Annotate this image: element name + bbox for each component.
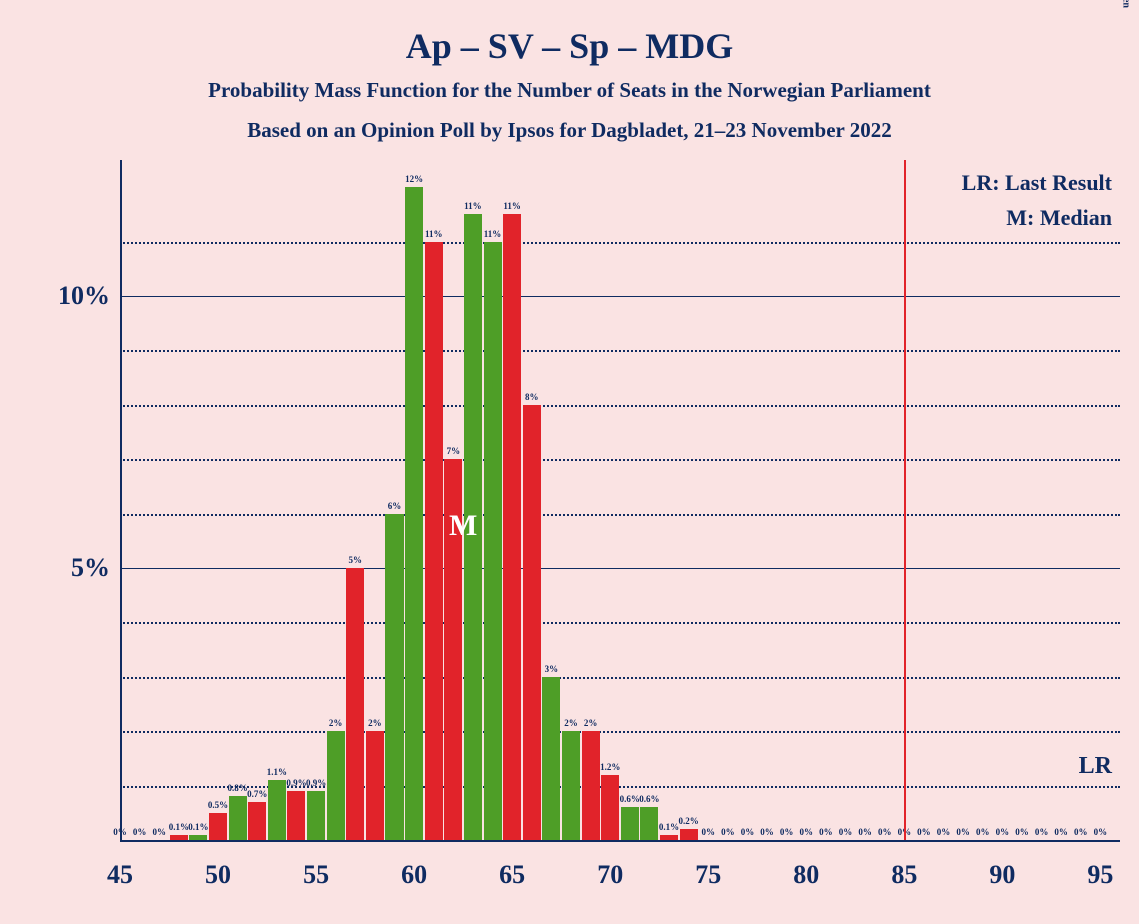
gridline bbox=[120, 350, 1120, 352]
bar bbox=[542, 677, 560, 840]
bar-label: 11% bbox=[419, 229, 449, 239]
bar-label: 3% bbox=[536, 664, 566, 674]
x-axis-label: 95 bbox=[1070, 860, 1130, 890]
x-axis bbox=[120, 840, 1120, 842]
x-axis-label: 45 bbox=[90, 860, 150, 890]
median-marker: M bbox=[443, 509, 483, 543]
gridline bbox=[120, 677, 1120, 679]
x-axis-label: 65 bbox=[482, 860, 542, 890]
plot-area: 5%10%45505560657075808590950%0%0%0.1%0.1… bbox=[120, 160, 1120, 840]
bar-label: 11% bbox=[497, 201, 527, 211]
gridline bbox=[120, 459, 1120, 461]
x-axis-label: 70 bbox=[580, 860, 640, 890]
gridline bbox=[120, 731, 1120, 733]
gridline bbox=[120, 296, 1120, 297]
chart-subtitle-1: Probability Mass Function for the Number… bbox=[0, 78, 1139, 103]
bar bbox=[425, 242, 443, 840]
chart-title: Ap – SV – Sp – MDG bbox=[0, 25, 1139, 67]
y-axis bbox=[120, 160, 122, 840]
bar-label: 11% bbox=[458, 201, 488, 211]
bar bbox=[523, 405, 541, 840]
bar-label: 2% bbox=[576, 718, 606, 728]
bar bbox=[268, 780, 286, 840]
bar-label: 1.1% bbox=[262, 767, 292, 777]
bar bbox=[385, 514, 403, 840]
lr-label: LR bbox=[1079, 753, 1112, 780]
copyright-text: © 2025 Filip van Laenen bbox=[1121, 0, 1132, 8]
bar bbox=[248, 802, 266, 840]
x-axis-label: 60 bbox=[384, 860, 444, 890]
bar bbox=[366, 731, 384, 840]
bar-label: 0% bbox=[1085, 827, 1115, 837]
bar-label: 0.2% bbox=[674, 816, 704, 826]
bar bbox=[621, 807, 639, 840]
last-result-line bbox=[904, 160, 906, 840]
bar bbox=[484, 242, 502, 840]
bar bbox=[503, 214, 521, 840]
bar-label: 8% bbox=[517, 392, 547, 402]
legend-median: M: Median bbox=[1006, 205, 1112, 231]
bar-label: 1.2% bbox=[595, 762, 625, 772]
chart-container: Ap – SV – Sp – MDG Probability Mass Func… bbox=[0, 0, 1139, 924]
bar bbox=[287, 791, 305, 840]
bar bbox=[405, 187, 423, 840]
gridline bbox=[120, 622, 1120, 624]
bar bbox=[209, 813, 227, 840]
bar-label: 0.6% bbox=[634, 794, 664, 804]
x-axis-label: 75 bbox=[678, 860, 738, 890]
x-axis-label: 50 bbox=[188, 860, 248, 890]
bar bbox=[346, 568, 364, 840]
bar bbox=[327, 731, 345, 840]
y-axis-label: 10% bbox=[30, 281, 110, 311]
bar bbox=[582, 731, 600, 840]
bar-label: 5% bbox=[340, 555, 370, 565]
legend-last-result: LR: Last Result bbox=[962, 170, 1112, 196]
x-axis-label: 55 bbox=[286, 860, 346, 890]
bar bbox=[307, 791, 325, 840]
chart-subtitle-2: Based on an Opinion Poll by Ipsos for Da… bbox=[0, 118, 1139, 143]
bar bbox=[229, 796, 247, 840]
gridline bbox=[120, 405, 1120, 407]
y-axis-label: 5% bbox=[30, 553, 110, 583]
bar bbox=[562, 731, 580, 840]
gridline bbox=[120, 242, 1120, 244]
x-axis-label: 90 bbox=[972, 860, 1032, 890]
bar-label: 12% bbox=[399, 174, 429, 184]
gridline bbox=[120, 568, 1120, 569]
bar bbox=[601, 775, 619, 840]
x-axis-label: 85 bbox=[874, 860, 934, 890]
x-axis-label: 80 bbox=[776, 860, 836, 890]
gridline bbox=[120, 514, 1120, 516]
